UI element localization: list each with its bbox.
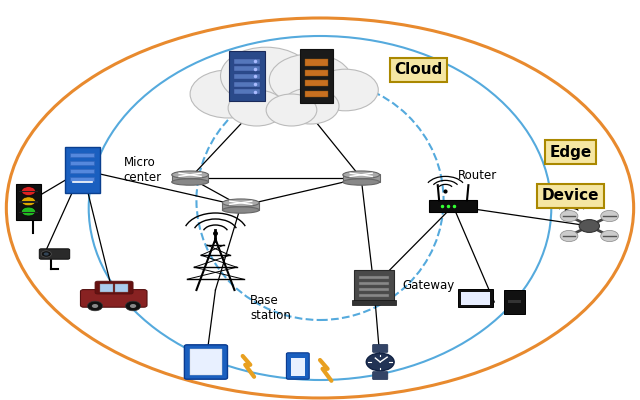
FancyBboxPatch shape bbox=[372, 372, 388, 380]
FancyBboxPatch shape bbox=[70, 161, 95, 165]
FancyBboxPatch shape bbox=[70, 153, 95, 157]
FancyBboxPatch shape bbox=[305, 59, 328, 66]
FancyBboxPatch shape bbox=[305, 80, 328, 86]
Text: Router: Router bbox=[458, 169, 497, 182]
Ellipse shape bbox=[223, 207, 259, 213]
Circle shape bbox=[366, 353, 394, 371]
FancyBboxPatch shape bbox=[429, 200, 477, 212]
FancyBboxPatch shape bbox=[39, 249, 70, 259]
Ellipse shape bbox=[172, 171, 209, 179]
FancyBboxPatch shape bbox=[19, 212, 38, 213]
FancyBboxPatch shape bbox=[19, 191, 38, 192]
Ellipse shape bbox=[343, 179, 380, 185]
FancyBboxPatch shape bbox=[359, 276, 388, 279]
FancyBboxPatch shape bbox=[17, 184, 40, 220]
Circle shape bbox=[22, 187, 35, 196]
FancyBboxPatch shape bbox=[234, 74, 260, 79]
Text: Gateway: Gateway bbox=[403, 280, 454, 292]
FancyBboxPatch shape bbox=[229, 51, 265, 101]
FancyBboxPatch shape bbox=[461, 292, 490, 305]
FancyBboxPatch shape bbox=[353, 270, 394, 302]
FancyBboxPatch shape bbox=[300, 49, 333, 103]
FancyBboxPatch shape bbox=[287, 353, 309, 379]
Circle shape bbox=[228, 90, 285, 126]
FancyBboxPatch shape bbox=[359, 294, 388, 298]
FancyBboxPatch shape bbox=[305, 90, 328, 97]
Text: Cloud: Cloud bbox=[394, 62, 442, 78]
Circle shape bbox=[560, 210, 578, 222]
Circle shape bbox=[92, 304, 98, 308]
FancyBboxPatch shape bbox=[95, 281, 133, 294]
Circle shape bbox=[601, 230, 618, 242]
Text: Base
station: Base station bbox=[250, 294, 291, 322]
Circle shape bbox=[22, 207, 35, 216]
Circle shape bbox=[269, 54, 352, 106]
FancyBboxPatch shape bbox=[234, 59, 260, 64]
Circle shape bbox=[282, 88, 339, 124]
FancyBboxPatch shape bbox=[352, 300, 396, 305]
FancyBboxPatch shape bbox=[458, 289, 493, 307]
FancyBboxPatch shape bbox=[305, 70, 328, 76]
FancyBboxPatch shape bbox=[359, 288, 388, 291]
Circle shape bbox=[88, 301, 102, 311]
FancyBboxPatch shape bbox=[19, 201, 38, 202]
Circle shape bbox=[130, 304, 136, 308]
Circle shape bbox=[579, 220, 600, 232]
Ellipse shape bbox=[343, 171, 380, 179]
FancyBboxPatch shape bbox=[223, 202, 259, 210]
Circle shape bbox=[560, 230, 578, 242]
Circle shape bbox=[22, 197, 35, 206]
FancyBboxPatch shape bbox=[234, 66, 260, 71]
FancyBboxPatch shape bbox=[190, 349, 222, 375]
FancyBboxPatch shape bbox=[359, 282, 388, 286]
Circle shape bbox=[312, 69, 378, 111]
Circle shape bbox=[44, 252, 49, 256]
Circle shape bbox=[601, 210, 618, 222]
Circle shape bbox=[41, 251, 51, 257]
Text: Micro
center: Micro center bbox=[124, 156, 162, 184]
FancyBboxPatch shape bbox=[115, 284, 128, 292]
FancyBboxPatch shape bbox=[504, 290, 525, 314]
FancyBboxPatch shape bbox=[508, 300, 521, 303]
Ellipse shape bbox=[223, 199, 259, 207]
FancyBboxPatch shape bbox=[70, 177, 95, 181]
FancyBboxPatch shape bbox=[172, 174, 209, 182]
FancyBboxPatch shape bbox=[70, 169, 95, 173]
FancyBboxPatch shape bbox=[184, 345, 227, 379]
FancyBboxPatch shape bbox=[65, 147, 100, 193]
Text: Edge: Edge bbox=[549, 144, 591, 160]
FancyBboxPatch shape bbox=[372, 344, 388, 352]
Circle shape bbox=[125, 301, 141, 311]
FancyBboxPatch shape bbox=[234, 82, 260, 86]
Ellipse shape bbox=[172, 179, 209, 185]
FancyBboxPatch shape bbox=[343, 174, 380, 182]
Circle shape bbox=[221, 47, 312, 105]
FancyBboxPatch shape bbox=[234, 90, 260, 94]
FancyBboxPatch shape bbox=[100, 284, 113, 292]
Circle shape bbox=[190, 70, 266, 118]
Circle shape bbox=[266, 94, 317, 126]
Text: Device: Device bbox=[541, 188, 599, 204]
FancyBboxPatch shape bbox=[81, 290, 147, 307]
FancyBboxPatch shape bbox=[291, 358, 305, 376]
